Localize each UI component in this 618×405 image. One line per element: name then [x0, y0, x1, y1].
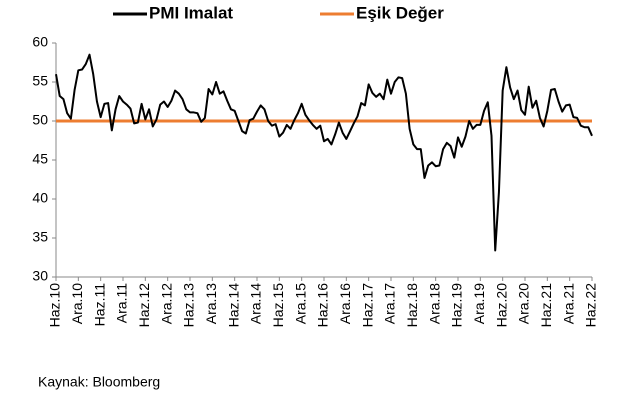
y-tick-label: 60 [32, 34, 48, 50]
x-tick-label: Ara.20 [516, 283, 532, 324]
x-tick-label: Ara.10 [69, 283, 85, 324]
x-tick-label: Ara.19 [471, 283, 487, 324]
y-tick-label: 30 [32, 268, 48, 284]
x-tick-label: Haz.12 [136, 283, 152, 328]
x-tick-label: Haz.20 [493, 283, 509, 328]
x-tick-label: Ara.21 [560, 283, 576, 324]
x-tick-label: Ara.17 [382, 283, 398, 324]
y-tick-label: 50 [32, 112, 48, 128]
y-tick-label: 35 [32, 229, 48, 245]
x-tick-label: Haz.18 [404, 283, 420, 328]
series-line [55, 53, 593, 252]
source: Kaynak: Bloomberg [38, 374, 160, 390]
x-tick-label: Ara.18 [426, 283, 442, 324]
x-tick-label: Haz.17 [359, 283, 375, 328]
x-tick-label: Ara.15 [292, 283, 308, 324]
legend-label: PMI Imalat [149, 3, 233, 22]
y-tick-label: 45 [32, 151, 48, 167]
x-tick-label: Haz.16 [315, 283, 331, 328]
y-tick-label: 40 [32, 190, 48, 206]
x-tick-label: Ara.14 [248, 283, 264, 324]
x-tick-label: Haz.14 [225, 283, 241, 328]
y-tick-label: 55 [32, 73, 48, 89]
x-tick-label: Haz.22 [583, 283, 599, 328]
x-tick-label: Haz.15 [270, 283, 286, 328]
x-tick-label: Haz.19 [449, 283, 465, 328]
x-tick-label: Haz.13 [181, 283, 197, 328]
legend-label: Eşik Değer [356, 3, 444, 22]
x-tick-label: Haz.21 [538, 283, 554, 328]
x-tick-label: Haz.10 [47, 283, 63, 328]
x-tick-label: Ara.11 [114, 283, 130, 323]
x-tick-label: Ara.12 [158, 283, 174, 324]
x-tick-label: Ara.13 [203, 283, 219, 324]
x-tick-label: Ara.16 [337, 283, 353, 324]
x-tick-label: Haz.11 [91, 283, 107, 327]
